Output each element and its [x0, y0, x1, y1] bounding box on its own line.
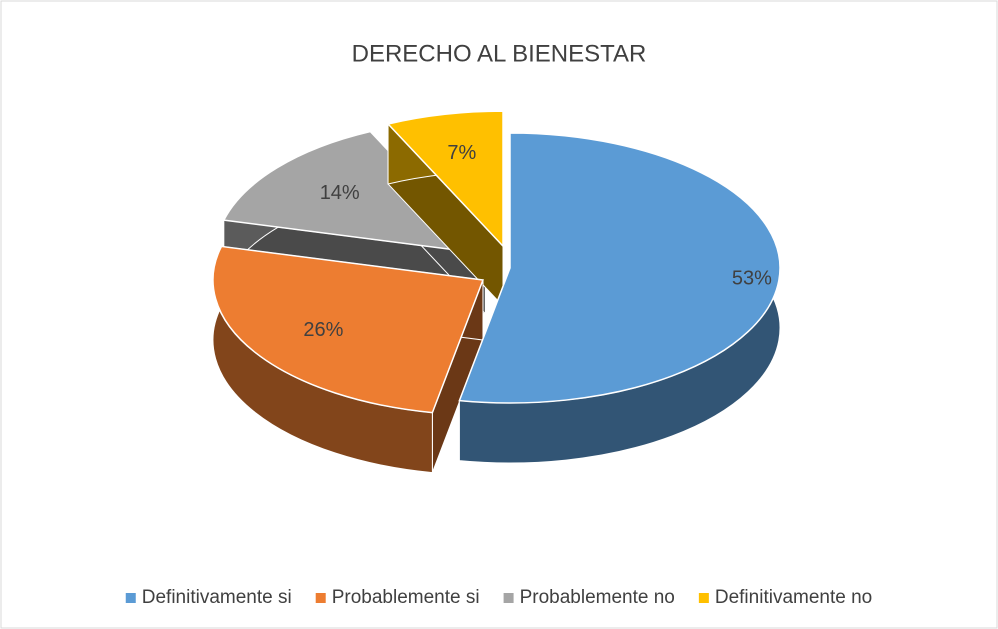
legend-label: Probablemente no	[520, 587, 675, 608]
legend-swatch	[503, 593, 514, 603]
legend-swatch	[698, 593, 709, 603]
slice	[212, 245, 485, 474]
legend-label: Probablemente si	[332, 587, 480, 608]
data-label: 14%	[320, 182, 360, 204]
data-label: 53%	[732, 268, 772, 290]
legend-label: Definitivamente si	[142, 587, 292, 608]
slice-top	[458, 132, 781, 404]
data-label: 26%	[303, 319, 343, 341]
slice	[458, 132, 781, 464]
chart-title: DERECHO AL BIENESTAR	[352, 40, 647, 67]
legend: Definitivamente si Probablemente si Probab…	[125, 587, 872, 608]
slice	[386, 110, 504, 308]
legend-label: Definitivamente no	[715, 587, 872, 608]
legend-swatch	[315, 593, 326, 603]
slice-top	[212, 245, 485, 414]
slice-top	[222, 130, 488, 255]
legend-swatch	[125, 593, 136, 603]
data-label: 7%	[447, 142, 476, 164]
slice-top	[386, 110, 504, 249]
